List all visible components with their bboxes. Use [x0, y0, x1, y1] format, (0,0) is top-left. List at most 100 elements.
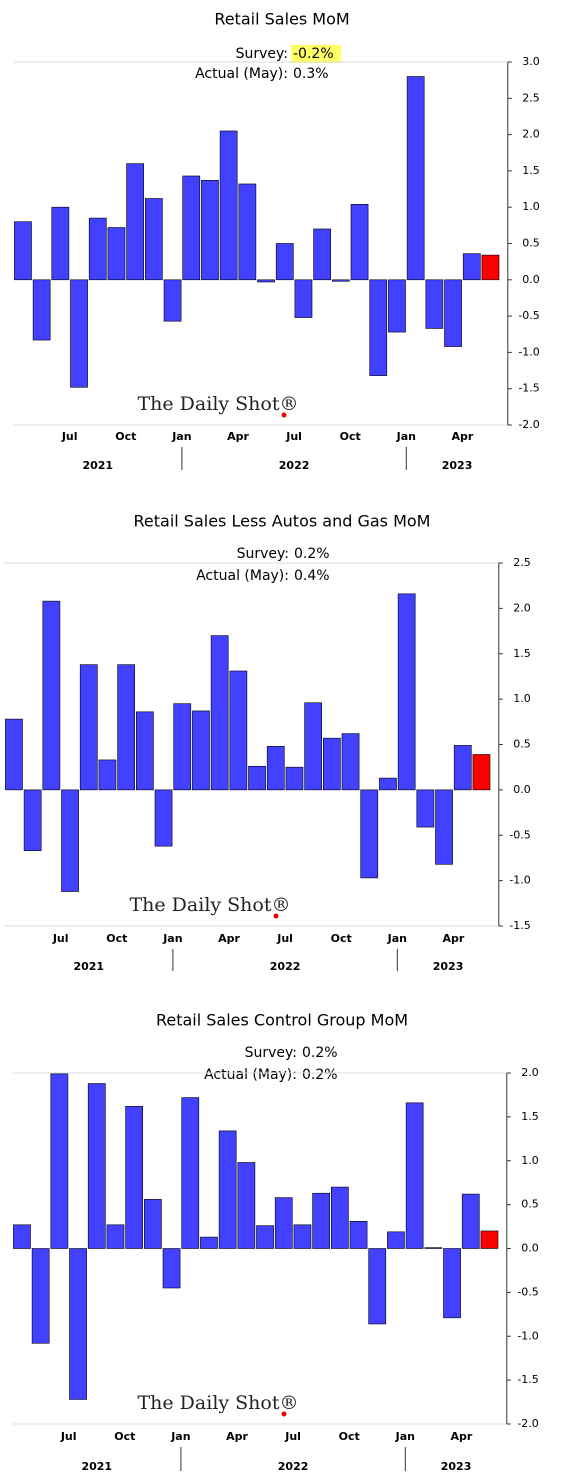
bar — [341, 733, 360, 791]
actual-value: 0.3% — [293, 66, 329, 82]
x-tick-label: Jan — [162, 932, 182, 945]
y-tick-label: -0.5 — [518, 309, 539, 322]
bar — [285, 766, 304, 791]
bar — [210, 635, 229, 791]
bar — [416, 789, 435, 828]
bar — [461, 1193, 480, 1249]
y-tick-label: -0.5 — [517, 1285, 538, 1298]
bar — [256, 1225, 274, 1249]
y-tick-label: 3.0 — [522, 55, 540, 68]
actual-label: Actual (May): — [196, 568, 289, 584]
x-tick-label: Jul — [285, 430, 302, 443]
y-tick-label: 1.0 — [521, 1154, 539, 1167]
bar — [266, 746, 285, 791]
bar — [32, 279, 51, 341]
bar — [435, 789, 453, 865]
bar — [79, 664, 98, 791]
bar — [257, 279, 275, 283]
actual-label: Actual (May): — [195, 66, 288, 82]
bar — [229, 670, 248, 791]
bar — [126, 163, 144, 281]
bar — [349, 1220, 368, 1249]
y-tick-label: 0.5 — [522, 237, 540, 250]
bar — [379, 777, 397, 791]
x-tick-label: Jan — [387, 932, 407, 945]
bar — [144, 1199, 162, 1249]
bar — [405, 1102, 424, 1249]
actual-label: Actual (May): — [204, 1067, 297, 1083]
y-tick-label: -2.0 — [518, 418, 539, 431]
y-tick-label: 2.5 — [513, 556, 531, 569]
watermark-dot — [281, 412, 287, 418]
bar — [313, 228, 332, 281]
bar — [443, 1248, 461, 1319]
bar — [61, 789, 79, 892]
x-tick-label: Jan — [170, 1430, 190, 1443]
bar — [219, 130, 238, 281]
bar — [397, 593, 416, 791]
y-tick-label: 0.5 — [513, 738, 531, 751]
y-tick-label: 0.5 — [521, 1198, 539, 1211]
bar — [388, 279, 406, 333]
bar — [274, 1197, 293, 1249]
year-label: 2022 — [270, 960, 301, 973]
x-tick-label: Apr — [442, 932, 464, 945]
bar — [163, 279, 182, 322]
x-tick-label: Apr — [226, 1430, 248, 1443]
bar — [42, 600, 61, 791]
bar — [98, 759, 117, 791]
y-tick-label: -1.5 — [518, 382, 539, 395]
bar — [330, 1186, 349, 1249]
bar — [117, 664, 135, 791]
bar — [480, 1230, 499, 1249]
bar — [70, 279, 88, 388]
y-tick-label: 1.0 — [513, 692, 531, 705]
y-tick-label: 0.0 — [522, 273, 540, 286]
watermark: The Daily Shot® — [129, 894, 290, 916]
bar — [87, 1083, 106, 1249]
survey-label: Survey: — [245, 1045, 297, 1061]
x-tick-label: Jan — [396, 430, 416, 443]
watermark: The Daily Shot® — [137, 393, 298, 415]
x-tick-label: Oct — [114, 1430, 135, 1443]
bar — [368, 1248, 387, 1325]
bar — [50, 1073, 69, 1249]
year-label: 2023 — [433, 960, 464, 973]
bar — [360, 789, 379, 879]
bar — [182, 175, 201, 281]
bar — [248, 765, 266, 791]
survey-value: 0.2% — [302, 1045, 338, 1061]
bar — [192, 710, 210, 791]
year-label: 2021 — [73, 960, 104, 973]
bar — [181, 1097, 200, 1249]
year-label: 2023 — [442, 459, 473, 472]
bar — [322, 737, 341, 791]
bar — [136, 711, 154, 791]
x-tick-label: Jul — [52, 932, 69, 945]
bar — [312, 1192, 331, 1249]
bar — [472, 754, 491, 791]
survey-value: 0.2% — [294, 546, 330, 562]
y-tick-label: -1.0 — [518, 345, 539, 358]
chart-title: Retail Sales MoM — [214, 10, 349, 29]
bar — [14, 221, 32, 281]
bar — [424, 1247, 443, 1249]
bar — [481, 254, 500, 281]
y-tick-label: -1.0 — [517, 1329, 538, 1342]
bar — [162, 1248, 181, 1289]
bar — [106, 1224, 125, 1249]
y-tick-label: -2.0 — [517, 1417, 538, 1430]
bar — [201, 180, 219, 281]
y-tick-label: 1.0 — [522, 200, 540, 213]
actual-value: 0.2% — [302, 1067, 338, 1083]
x-tick-label: Oct — [340, 430, 361, 443]
bar — [238, 183, 257, 281]
year-label: 2023 — [441, 1460, 472, 1473]
x-tick-label: Jul — [60, 1430, 77, 1443]
bar — [200, 1236, 218, 1249]
bar — [387, 1231, 405, 1249]
x-tick-label: Oct — [339, 1430, 360, 1443]
bar — [125, 1106, 143, 1249]
bar — [13, 1224, 31, 1249]
